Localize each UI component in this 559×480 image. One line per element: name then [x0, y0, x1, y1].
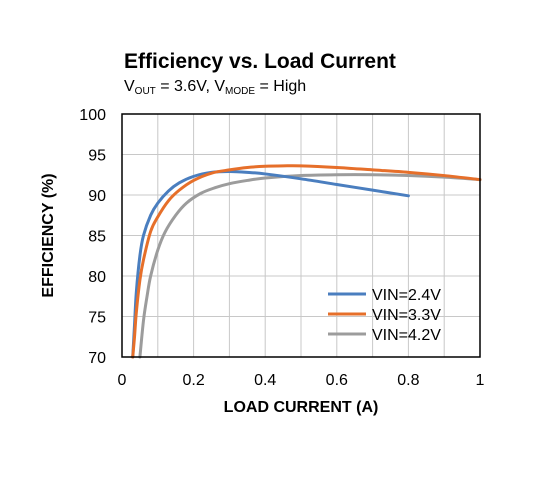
x-tick-label: 0.2 [182, 372, 204, 389]
subtitle-vmode-symbol: V [214, 78, 226, 95]
subtitle-vmode-value: = High [255, 78, 307, 95]
subtitle-vout-value: = 3.6V, [155, 78, 215, 95]
legend: VIN=2.4V VIN=3.3V VIN=4.2V [328, 287, 441, 344]
chart-subtitle: VOUT = 3.6V, VMODE = High [124, 78, 306, 97]
x-tick-label: 1 [476, 372, 485, 389]
y-tick-label: 70 [88, 350, 106, 367]
y-tick-label: 100 [79, 107, 106, 124]
y-tick-label: 75 [88, 310, 106, 327]
y-axis-title: EFFICIENCY (%) [40, 173, 57, 297]
tick-label-layer: 70 75 80 85 90 95 100 0 0.2 0.4 0.6 0.8 1 [79, 107, 484, 389]
plot-frame [121, 113, 481, 358]
y-tick-label: 95 [88, 148, 106, 165]
chart-title: Efficiency vs. Load Current [124, 50, 396, 73]
x-tick-label: 0.6 [326, 372, 348, 389]
y-tick-label: 80 [88, 269, 106, 286]
grid-layer [122, 114, 480, 357]
x-tick-label: 0.4 [254, 372, 276, 389]
series-line-vin-2-4v [131, 170, 410, 359]
legend-label-vin-3-3v: VIN=3.3V [372, 307, 441, 324]
series-line-vin-4-2v [138, 173, 482, 359]
series-line-vin-3-3v [131, 164, 482, 359]
subtitle-vout-symbol: V [124, 78, 135, 95]
subtitle-vout-subscript: OUT [134, 86, 156, 97]
series-layer [131, 164, 482, 359]
subtitle-vmode-subscript: MODE [225, 86, 256, 97]
x-tick-label: 0 [118, 372, 127, 389]
legend-label-vin-2-4v: VIN=2.4V [372, 287, 441, 304]
x-tick-label: 0.8 [397, 372, 419, 389]
legend-label-vin-4-2v: VIN=4.2V [372, 327, 441, 344]
x-axis-title: LOAD CURRENT (A) [224, 399, 379, 416]
y-tick-label: 90 [88, 188, 106, 205]
y-tick-label: 85 [88, 229, 106, 246]
